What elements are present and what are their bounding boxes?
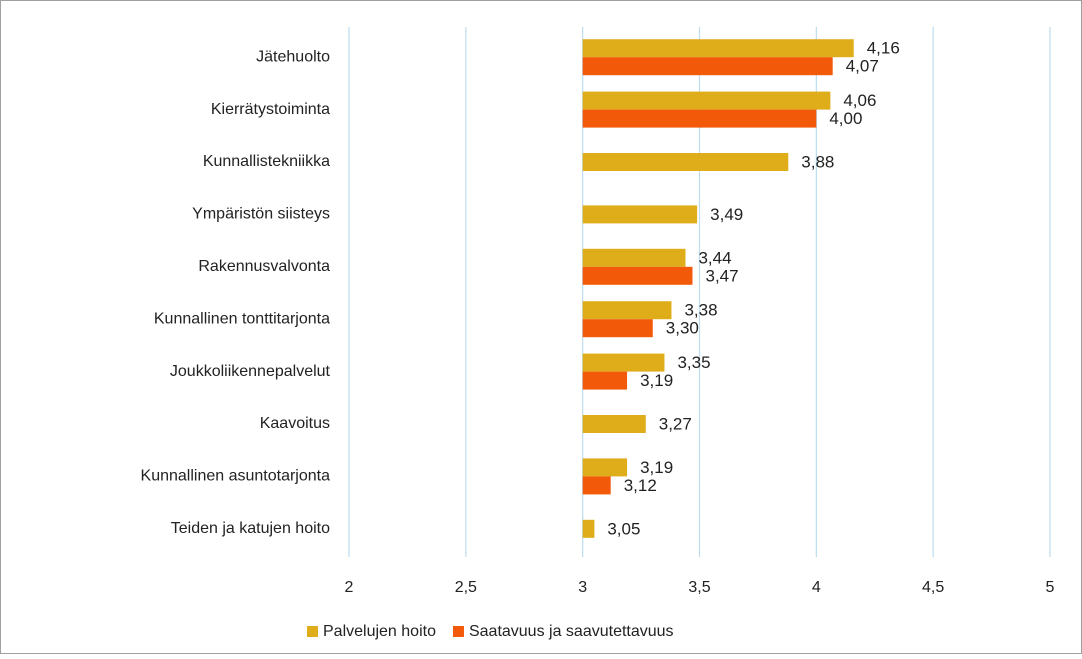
bar xyxy=(582,205,698,224)
x-tick-label: 2,5 xyxy=(455,579,477,596)
bar xyxy=(582,109,817,128)
y-tick-label: Jätehuolto xyxy=(256,48,330,65)
bar xyxy=(582,266,693,285)
value-label: 3,30 xyxy=(666,319,699,338)
value-label: 4,06 xyxy=(843,91,876,110)
x-tick-label: 5 xyxy=(1046,579,1055,596)
value-label: 3,05 xyxy=(607,519,640,538)
y-tick-label: Teiden ja katujen hoito xyxy=(171,520,330,537)
y-tick-label: Kunnallinen asuntotarjonta xyxy=(141,468,331,485)
legend-label: Palvelujen hoito xyxy=(323,623,436,640)
x-tick-label: 4,5 xyxy=(922,579,944,596)
value-label: 3,88 xyxy=(801,152,834,171)
legend-swatch xyxy=(452,626,464,637)
value-label: 3,12 xyxy=(624,476,657,495)
bar xyxy=(582,248,686,267)
value-label: 3,49 xyxy=(710,205,743,224)
x-tick-label: 3 xyxy=(578,579,587,596)
x-tick-label: 2 xyxy=(345,579,354,596)
legend-swatch xyxy=(307,626,318,637)
bar xyxy=(582,476,611,495)
y-tick-label: Ympäristön siisteys xyxy=(192,206,330,223)
value-label: 3,19 xyxy=(640,371,673,390)
bar xyxy=(582,91,831,110)
value-label: 3,44 xyxy=(698,248,731,267)
value-label: 3,35 xyxy=(677,353,710,372)
x-tick-label: 4 xyxy=(812,579,821,596)
value-label: 3,19 xyxy=(640,458,673,477)
value-label: 4,16 xyxy=(867,39,900,58)
y-tick-label: Kaavoitus xyxy=(260,415,330,432)
value-label: 3,47 xyxy=(705,266,738,285)
bar xyxy=(582,301,672,320)
value-label: 3,27 xyxy=(659,414,692,433)
legend-label: Saatavuus ja saavutettavuus xyxy=(469,623,674,640)
bar xyxy=(582,415,646,433)
bar xyxy=(582,371,628,390)
bar xyxy=(582,319,653,338)
value-label: 4,00 xyxy=(829,109,862,128)
x-tick-label: 3,5 xyxy=(688,579,710,596)
y-tick-label: Kunnallinen tonttitarjonta xyxy=(154,310,330,327)
bar xyxy=(582,57,833,76)
bar xyxy=(582,39,854,58)
y-tick-label: Kunnallistekniikka xyxy=(203,153,330,170)
bar xyxy=(582,153,789,171)
bar xyxy=(582,519,595,538)
bar xyxy=(582,458,628,477)
y-tick-label: Kierrätystoiminta xyxy=(211,101,330,118)
bar xyxy=(582,353,665,372)
value-label: 3,38 xyxy=(684,301,717,320)
y-tick-label: Rakennusvalvonta xyxy=(198,258,330,275)
y-tick-label: Joukkoliikennepalvelut xyxy=(170,363,331,380)
value-label: 4,07 xyxy=(846,57,879,76)
